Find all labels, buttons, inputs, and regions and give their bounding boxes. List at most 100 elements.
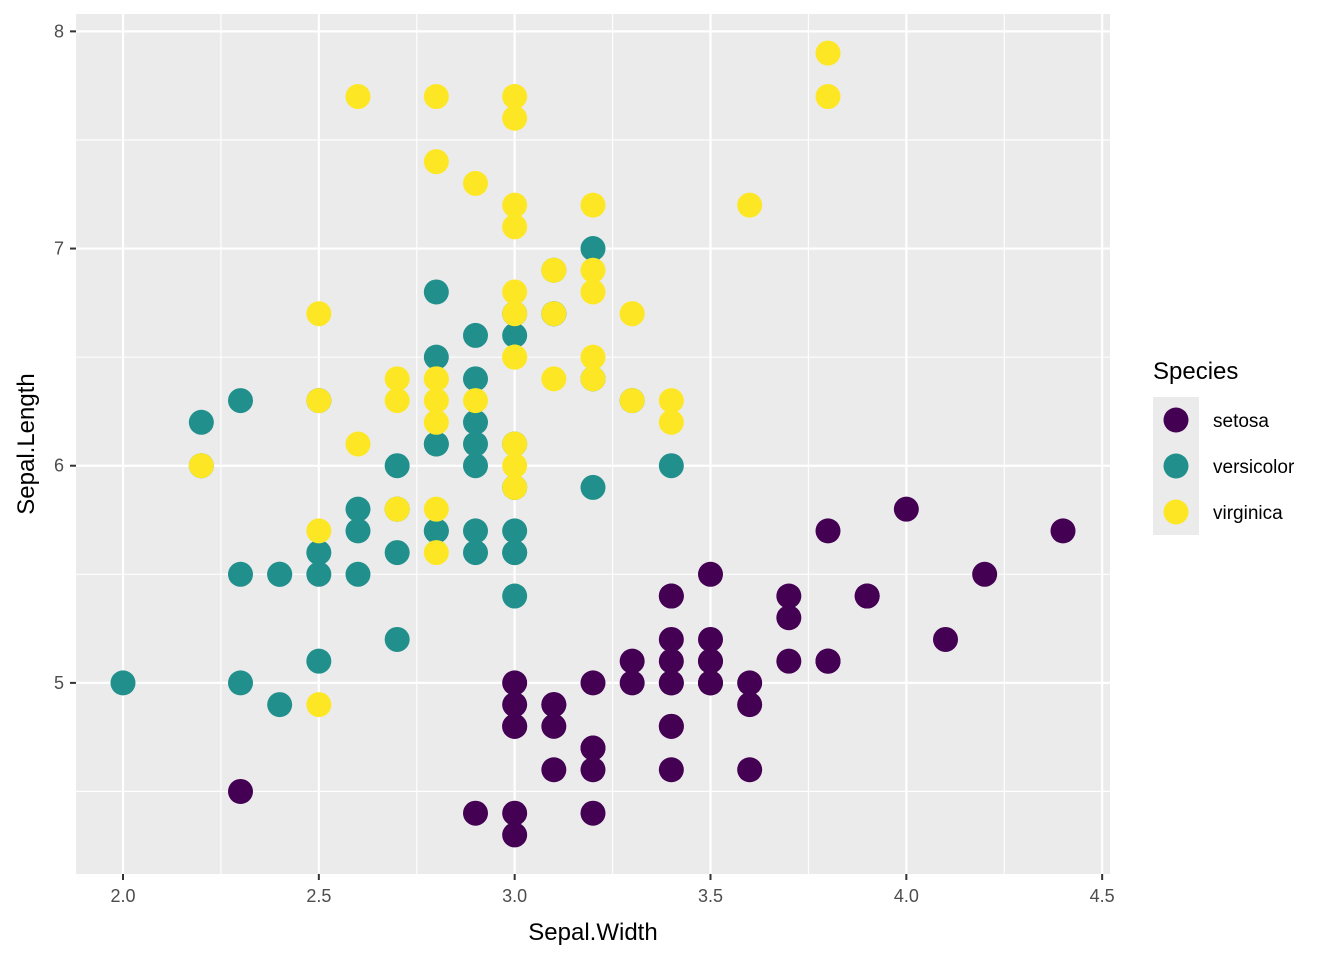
data-point-virginica (345, 431, 371, 457)
x-axis-title: Sepal.Width (528, 919, 657, 946)
data-point-versicolor (502, 583, 528, 609)
data-point-setosa (580, 800, 606, 826)
data-point-versicolor (306, 540, 332, 566)
data-point-virginica (619, 388, 645, 414)
data-point-versicolor (423, 518, 449, 544)
data-point-virginica (423, 388, 449, 414)
data-point-virginica (502, 453, 528, 479)
data-point-virginica (306, 518, 332, 544)
data-point-setosa (698, 670, 723, 696)
data-point-setosa (658, 583, 684, 609)
data-point-virginica (658, 409, 684, 435)
data-point-versicolor (384, 540, 410, 566)
data-point-virginica (384, 496, 410, 522)
y-tick-label: 8 (54, 21, 64, 41)
data-point-versicolor (345, 561, 371, 587)
data-point-setosa (502, 713, 528, 739)
data-point-setosa (541, 713, 567, 739)
data-point-versicolor (228, 388, 253, 414)
data-point-versicolor (463, 366, 488, 392)
data-point-virginica (502, 192, 528, 218)
x-axis: 2.0 2.5 3.0 3.5 4.0 4.5 (110, 874, 1115, 906)
data-point-versicolor (306, 648, 332, 674)
data-point-virginica (541, 257, 567, 283)
legend: Species setosa versicolor virginica (1153, 358, 1295, 535)
grid-minor (76, 14, 1110, 874)
data-point-virginica (580, 344, 606, 370)
data-point-versicolor (580, 474, 606, 500)
data-point-setosa (893, 496, 919, 522)
data-point-setosa (1050, 518, 1076, 544)
data-point-setosa (698, 626, 723, 652)
data-point-setosa (228, 778, 253, 804)
data-point-virginica (502, 474, 528, 500)
data-point-versicolor (423, 344, 449, 370)
data-point-setosa (502, 800, 528, 826)
data-point-setosa (737, 692, 763, 718)
data-point-setosa (502, 822, 528, 848)
x-tick-label: 2.0 (110, 886, 135, 906)
data-point-virginica (580, 192, 606, 218)
data-point-setosa (815, 648, 841, 674)
data-point-virginica (541, 366, 567, 392)
data-point-versicolor (423, 431, 449, 457)
y-tick-label: 5 (54, 673, 64, 693)
data-point-setosa (541, 757, 567, 783)
data-point-versicolor (580, 236, 606, 262)
data-point-virginica (619, 301, 645, 327)
data-point-setosa (502, 692, 528, 718)
data-point-setosa (658, 626, 684, 652)
data-point-virginica (502, 431, 528, 457)
data-point-setosa (658, 648, 684, 674)
data-point-versicolor (345, 518, 371, 544)
data-point-setosa (619, 648, 645, 674)
data-point-setosa (502, 670, 528, 696)
data-point-virginica (306, 388, 332, 414)
data-point-versicolor (345, 496, 371, 522)
data-point-virginica (541, 301, 567, 327)
legend-label-virginica: virginica (1213, 503, 1283, 524)
data-point-versicolor (463, 518, 488, 544)
data-point-virginica (423, 366, 449, 392)
data-point-versicolor (463, 431, 488, 457)
data-point-versicolor (228, 561, 253, 587)
legend-label-versicolor: versicolor (1213, 457, 1295, 478)
data-point-virginica (502, 105, 528, 131)
data-point-setosa (580, 735, 606, 761)
y-axis-title: Sepal.Length (13, 373, 40, 514)
data-point-virginica (502, 301, 528, 327)
data-point-setosa (463, 800, 488, 826)
data-point-setosa (658, 670, 684, 696)
data-point-versicolor (463, 409, 488, 435)
x-tick-label: 3.5 (698, 886, 723, 906)
data-point-virginica (580, 279, 606, 305)
y-tick-label: 7 (54, 239, 64, 259)
data-point-virginica (423, 496, 449, 522)
data-point-setosa (815, 518, 841, 544)
data-point-virginica (384, 366, 410, 392)
data-point-setosa (580, 670, 606, 696)
data-point-versicolor (110, 670, 136, 696)
data-point-versicolor (423, 279, 449, 305)
data-point-versicolor (463, 540, 488, 566)
legend-label-setosa: setosa (1213, 411, 1269, 432)
data-point-virginica (463, 170, 488, 196)
data-point-setosa (737, 757, 763, 783)
data-point-setosa (698, 648, 723, 674)
data-point-virginica (580, 366, 606, 392)
data-point-virginica (345, 84, 371, 110)
data-point-setosa (776, 648, 802, 674)
data-point-setosa (658, 757, 684, 783)
data-point-versicolor (463, 453, 488, 479)
data-point-virginica (502, 279, 528, 305)
x-tick-label: 4.0 (894, 886, 919, 906)
data-point-virginica (658, 388, 684, 414)
x-tick-label: 2.5 (306, 886, 331, 906)
data-point-virginica (306, 692, 332, 718)
data-point-setosa (933, 626, 958, 652)
data-point-virginica (502, 344, 528, 370)
data-point-versicolor (463, 322, 488, 348)
data-point-virginica (463, 388, 488, 414)
data-point-virginica (306, 301, 332, 327)
